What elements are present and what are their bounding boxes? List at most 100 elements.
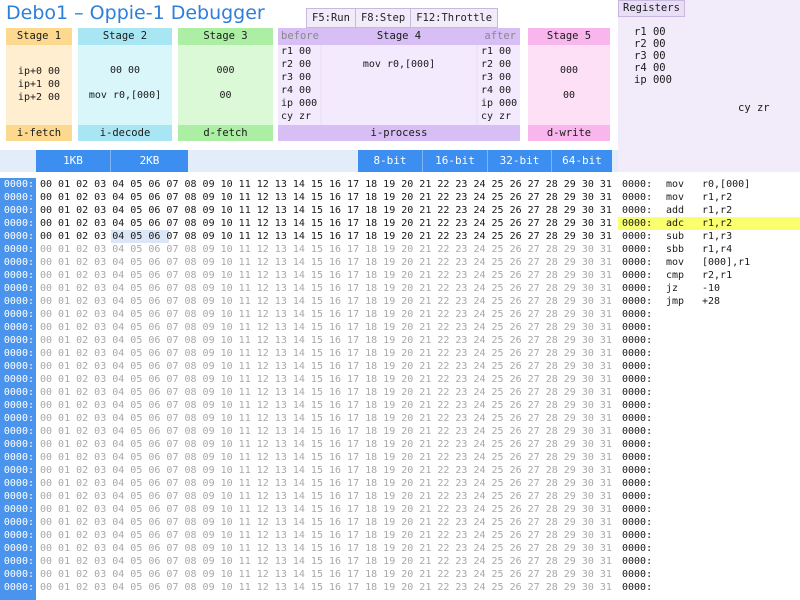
disassembly-line[interactable]: 0000: <box>618 386 800 399</box>
disassembly-address: 0000: <box>622 322 653 333</box>
disassembly-line[interactable]: 0000: mov r1,r2 <box>618 191 800 204</box>
disassembly-line[interactable]: 0000: <box>618 581 800 594</box>
registers-tab[interactable]: Registers <box>618 0 685 17</box>
stage-5-address: 000 <box>559 65 579 76</box>
memory-row[interactable]: 00 01 02 03 04 05 06 07 08 09 10 11 12 1… <box>40 218 612 229</box>
disassembly-line[interactable]: 0000: <box>618 464 800 477</box>
memory-row[interactable]: 00 01 02 03 04 05 06 07 08 09 10 11 12 1… <box>40 348 612 359</box>
disassembly-line[interactable]: 0000: <box>618 529 800 542</box>
memory-row[interactable]: 00 01 02 03 04 05 06 07 08 09 10 11 12 1… <box>40 361 612 372</box>
disassembly-line[interactable]: 0000: <box>618 425 800 438</box>
memory-row[interactable]: 00 01 02 03 04 05 06 07 08 09 10 11 12 1… <box>40 400 612 411</box>
memory-row[interactable]: 00 01 02 03 04 05 06 07 08 09 10 11 12 1… <box>40 465 612 476</box>
memory-row[interactable]: 00 01 02 03 04 05 06 07 08 09 10 11 12 1… <box>40 543 612 554</box>
memory-row-address: 0000: <box>3 465 34 476</box>
memory-row[interactable]: 00 01 02 03 04 05 06 07 08 09 10 11 12 1… <box>40 452 612 463</box>
size-1kb-button[interactable]: 1KB <box>36 150 110 172</box>
disassembly-line[interactable]: 0000: <box>618 503 800 516</box>
disassembly-line[interactable]: 0000: <box>618 555 800 568</box>
address-column: 0000: 0000: 0000: 0000: 0000: 0000: 0000: 0000:… <box>0 178 36 600</box>
memory-row[interactable]: 00 01 02 03 04 05 06 07 08 09 10 11 12 1… <box>40 491 612 502</box>
disassembly-address: 0000: <box>622 257 653 268</box>
memory-row[interactable]: 00 01 02 03 04 05 06 07 08 09 10 11 12 1… <box>40 309 612 320</box>
disassembly-line[interactable]: 0000: <box>618 542 800 555</box>
stage-2-body: 00 00 mov r0,[000] <box>78 45 172 125</box>
stage-2-bytes: 00 00 <box>109 65 141 76</box>
disassembly-line[interactable]: 0000: <box>618 568 800 581</box>
size-2kb-button[interactable]: 2KB <box>110 150 188 172</box>
disassembly-line[interactable]: 0000: <box>618 399 800 412</box>
disassembly-address: 0000: <box>622 270 653 281</box>
disassembly-line-current[interactable]: 0000: adc r1,r2 <box>618 217 800 230</box>
memory-row[interactable]: 00 01 02 03 04 05 06 07 08 09 10 11 12 1… <box>40 270 612 281</box>
memory-row[interactable]: 00 01 02 03 04 05 06 07 08 09 10 11 12 1… <box>40 283 612 294</box>
memory-row-address: 0000: <box>3 569 34 580</box>
width-8bit-button[interactable]: 8-bit <box>358 150 422 172</box>
disassembly-line[interactable]: 0000: <box>618 477 800 490</box>
disassembly-line[interactable]: 0000: jz -10 <box>618 282 800 295</box>
memory-row-address: 0000: <box>3 517 34 528</box>
memory-row[interactable]: 00 01 02 03 04 05 06 07 08 09 10 11 12 1… <box>40 426 612 437</box>
memory-row[interactable]: 00 01 02 03 04 05 06 07 08 09 10 11 12 1… <box>40 413 612 424</box>
disassembly-opcode: mov <box>666 192 685 203</box>
disassembly-opcode: mov <box>666 257 685 268</box>
disassembly-address: 0000: <box>622 205 653 216</box>
memory-row[interactable]: 00 01 02 03 04 05 06 07 08 09 10 11 12 1… <box>40 296 612 307</box>
stage-5-footer: d-write <box>528 125 610 141</box>
memory-row[interactable]: 00 01 02 03 04 05 06 07 08 09 10 11 12 1… <box>40 517 612 528</box>
disassembly-operands: r1,r2 <box>702 218 733 229</box>
memory-row[interactable]: 00 01 02 03 04 05 06 07 08 09 10 11 12 1… <box>40 530 612 541</box>
disassembly-opcode: cmp <box>666 270 685 281</box>
width-16bit-button[interactable]: 16-bit <box>422 150 487 172</box>
memory-row[interactable]: 00 01 02 03 04 05 06 07 08 09 10 11 12 1… <box>40 244 612 255</box>
memory-row[interactable]: 00 01 02 03 04 05 06 07 08 09 10 11 12 1… <box>40 374 612 385</box>
disassembly-line[interactable]: 0000: sub r1,r3 <box>618 230 800 243</box>
run-button[interactable]: F5:Run <box>307 9 356 27</box>
memory-row[interactable]: 00 01 02 03 04 05 06 07 08 09 10 11 12 1… <box>40 569 612 580</box>
disassembly-line[interactable]: 0000: cmp r2,r1 <box>618 269 800 282</box>
disassembly-line[interactable]: 0000: <box>618 490 800 503</box>
disassembly-line[interactable]: 0000: <box>618 516 800 529</box>
disassembly-address: 0000: <box>622 582 653 593</box>
step-button[interactable]: F8:Step <box>356 9 412 27</box>
disassembly-line[interactable]: 0000: mov r0,[000] <box>618 178 800 191</box>
stage-1-line: ip+0 00 <box>17 66 61 77</box>
disassembly-line[interactable]: 0000: <box>618 451 800 464</box>
width-64bit-button[interactable]: 64-bit <box>551 150 612 172</box>
disassembly-line[interactable]: 0000: <box>618 334 800 347</box>
disassembly-line[interactable]: 0000: <box>618 438 800 451</box>
disassembly-line[interactable]: 0000: sbb r1,r4 <box>618 243 800 256</box>
memory-row[interactable]: 00 01 02 03 04 05 06 07 08 09 10 11 12 1… <box>40 179 612 190</box>
memory-row[interactable]: 00 01 02 03 04 05 06 07 08 09 10 11 12 1… <box>40 205 612 216</box>
width-32bit-button[interactable]: 32-bit <box>487 150 551 172</box>
throttle-button[interactable]: F12:Throttle <box>416 12 493 24</box>
memory-row[interactable]: 00 01 02 03 04 05 06 07 08 09 10 11 12 1… <box>40 478 612 489</box>
memory-row[interactable]: 00 01 02 03 04 05 06 07 08 09 10 11 12 1… <box>40 387 612 398</box>
memory-view[interactable]: 0000: 0000: 0000: 0000: 0000: 0000: 0000: 0000:… <box>0 178 618 600</box>
disassembly-view[interactable]: 0000: mov r0,[000] 0000: mov r1,r2 0000: add r1,… <box>618 178 800 600</box>
disassembly-line[interactable]: 0000: add r1,r2 <box>618 204 800 217</box>
disassembly-address: 0000: <box>622 374 653 385</box>
disassembly-line[interactable]: 0000: <box>618 347 800 360</box>
memory-row[interactable]: 00 01 02 03 04 05 06 07 08 09 10 11 12 1… <box>40 439 612 450</box>
disassembly-line[interactable]: 0000: <box>618 321 800 334</box>
disassembly-line[interactable]: 0000: <box>618 360 800 373</box>
memory-row-address: 0000: <box>3 296 34 307</box>
disassembly-address: 0000: <box>622 543 653 554</box>
stage-3-panel: Stage 3 000 00 d-fetch <box>178 28 273 141</box>
disassembly-line[interactable]: 0000: mov [000],r1 <box>618 256 800 269</box>
memory-row[interactable]: 00 01 02 03 04 05 06 07 08 09 10 11 12 1… <box>40 192 612 203</box>
memory-row[interactable]: 00 01 02 03 04 05 06 07 08 09 10 11 12 1… <box>40 504 612 515</box>
disassembly-line[interactable]: 0000: <box>618 412 800 425</box>
memory-row[interactable]: 00 01 02 03 04 05 06 07 08 09 10 11 12 1… <box>40 582 612 593</box>
memory-row[interactable]: 00 01 02 03 04 05 06 07 08 09 10 11 12 1… <box>40 322 612 333</box>
disassembly-line[interactable]: 0000: <box>618 308 800 321</box>
disassembly-address: 0000: <box>622 283 653 294</box>
memory-row[interactable]: 00 01 02 03 04 05 06 07 08 09 10 11 12 1… <box>40 556 612 567</box>
memory-row[interactable]: 00 01 02 03 04 05 06 07 08 09 10 11 12 1… <box>40 231 612 242</box>
disassembly-line[interactable]: 0000: <box>618 373 800 386</box>
memory-row-address: 0000: <box>3 335 34 346</box>
memory-row[interactable]: 00 01 02 03 04 05 06 07 08 09 10 11 12 1… <box>40 335 612 346</box>
disassembly-line[interactable]: 0000: jmp +28 <box>618 295 800 308</box>
memory-row[interactable]: 00 01 02 03 04 05 06 07 08 09 10 11 12 1… <box>40 257 612 268</box>
